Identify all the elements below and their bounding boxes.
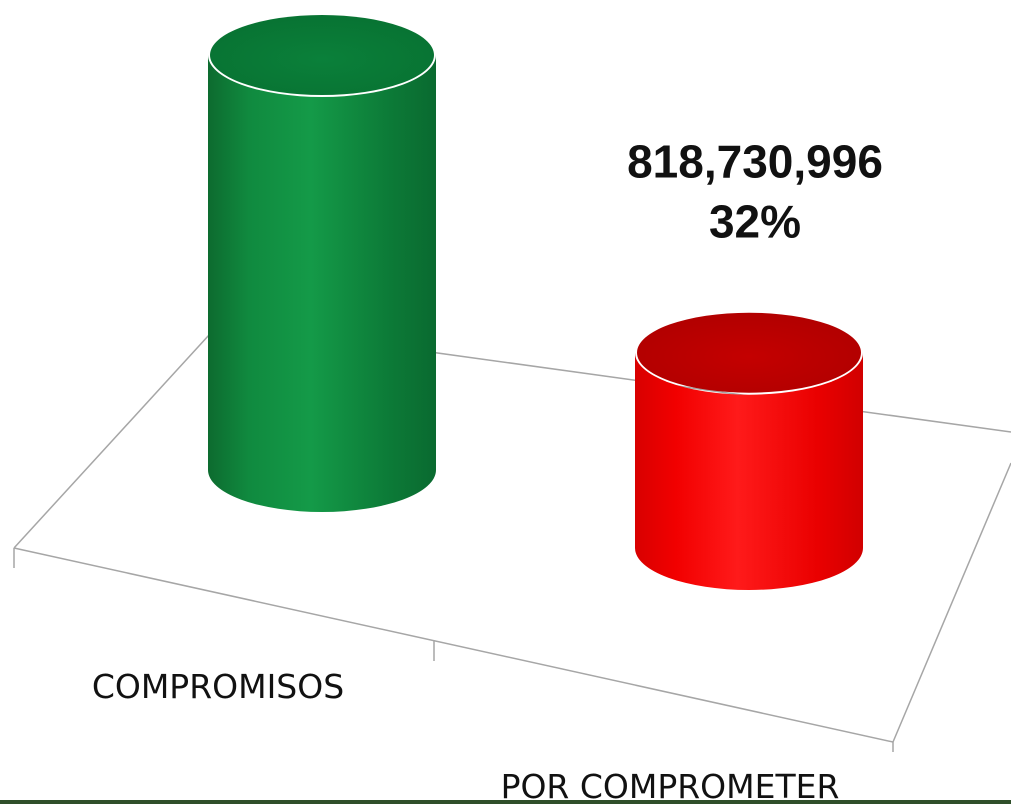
floor-back-left-edge	[13, 322, 221, 549]
category-label: COMPROMISOS	[92, 667, 344, 706]
cylinder-body	[208, 55, 436, 512]
floor-front-edge	[13, 547, 894, 743]
cylinder-top	[637, 312, 861, 393]
floor-front-right-edge	[892, 462, 1011, 743]
data-label-percent: 32%	[709, 196, 801, 248]
bar-por-comprometer	[635, 312, 863, 590]
cylinder-body	[635, 352, 863, 590]
category-axis-labels: COMPROMISOS POR COMPROMETER	[92, 667, 840, 804]
bottom-rule	[0, 800, 1011, 804]
cylinder-top	[210, 15, 434, 95]
data-label-value: 818,730,996	[627, 136, 883, 188]
category-label: POR COMPROMETER	[501, 767, 840, 804]
data-labels: 818,730,996 32%	[627, 136, 883, 248]
bar-compromisos	[208, 15, 436, 512]
bar-series	[208, 15, 863, 590]
